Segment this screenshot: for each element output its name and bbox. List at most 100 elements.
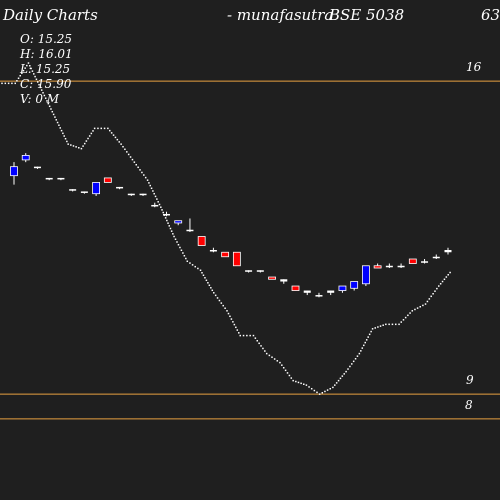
- line-dot: [174, 238, 177, 240]
- line-dot: [230, 318, 233, 320]
- line-dot: [422, 304, 424, 307]
- line-dot: [374, 327, 376, 329]
- line-dot: [282, 367, 285, 369]
- candle: [338, 285, 347, 293]
- line-dot: [252, 334, 255, 337]
- line-dot: [35, 78, 38, 81]
- line-dot: [160, 206, 162, 208]
- candle: [174, 220, 183, 226]
- line-dot: [124, 148, 126, 151]
- line-dot: [161, 209, 163, 211]
- line-dot: [158, 203, 161, 206]
- level-label: 8: [465, 398, 473, 412]
- line-dot: [88, 135, 91, 137]
- line-dot: [154, 195, 157, 198]
- line-dot: [260, 345, 262, 347]
- line-dot: [424, 303, 427, 305]
- line-dot: [110, 132, 113, 134]
- candle: [408, 258, 417, 264]
- candle: [327, 290, 335, 296]
- candle-body: [69, 189, 77, 191]
- line-dot: [180, 249, 183, 252]
- candle: [256, 270, 264, 273]
- line-dot: [365, 339, 368, 341]
- line-dot: [191, 264, 194, 266]
- candle: [209, 247, 217, 253]
- line-dot: [162, 211, 164, 214]
- candle: [45, 177, 53, 181]
- candle-body: [186, 229, 194, 232]
- line-dot: [4, 82, 7, 85]
- line-dot: [70, 144, 72, 146]
- line-dot: [201, 272, 203, 274]
- line-dot: [17, 77, 20, 80]
- line-dot: [172, 233, 174, 235]
- line-dot: [281, 364, 283, 366]
- line-dot: [449, 271, 451, 274]
- line-dot: [341, 375, 344, 377]
- line-dot: [143, 174, 145, 176]
- line-dot: [14, 82, 16, 85]
- candle: [103, 177, 112, 183]
- line-dot: [202, 274, 205, 277]
- candle: [116, 186, 124, 190]
- line-dot: [126, 151, 128, 153]
- level-label: 9: [466, 373, 474, 387]
- line-dot: [118, 141, 120, 143]
- candle-body: [280, 279, 288, 282]
- candle-body: [327, 290, 335, 293]
- line-dot: [179, 246, 181, 249]
- line-dot: [139, 169, 141, 171]
- line-dot: [31, 70, 34, 72]
- line-dot: [24, 67, 26, 69]
- line-dot: [78, 146, 80, 149]
- level-label: 16: [466, 60, 482, 74]
- line-dot: [80, 147, 83, 150]
- candle-body: [116, 186, 124, 189]
- line-dot: [199, 269, 202, 272]
- candle-body: [432, 256, 440, 259]
- line-dot: [239, 334, 241, 337]
- line-dot: [148, 182, 150, 184]
- line-dot: [361, 347, 364, 349]
- line-dot: [246, 334, 248, 337]
- line-dot: [235, 326, 237, 329]
- line-dot: [210, 287, 212, 289]
- line-dot: [83, 142, 86, 145]
- open-value: O: 15.25: [20, 32, 72, 46]
- line-dot: [443, 278, 446, 281]
- line-dot: [292, 379, 294, 382]
- line-dot: [107, 127, 109, 130]
- candle-body: [444, 250, 452, 253]
- candle: [80, 191, 88, 194]
- line-dot: [334, 384, 336, 386]
- line-dot: [339, 377, 342, 380]
- line-dot: [182, 252, 184, 254]
- line-dot: [428, 298, 431, 300]
- line-dot: [352, 360, 355, 363]
- line-dot: [58, 124, 60, 126]
- line-dot: [185, 257, 187, 260]
- candle-body: [268, 276, 276, 280]
- line-dot: [42, 92, 44, 94]
- site-title: - munafasutra: [227, 6, 333, 24]
- line-dot: [16, 80, 18, 82]
- line-dot: [112, 134, 115, 136]
- line-dot: [273, 358, 276, 360]
- line-dot: [54, 116, 56, 118]
- line-dot: [131, 158, 134, 161]
- line-dot: [64, 137, 67, 140]
- line-dot: [62, 132, 64, 135]
- candle-body: [151, 204, 159, 207]
- candle: [69, 189, 77, 192]
- line-dot: [358, 352, 361, 355]
- line-dot: [75, 146, 77, 148]
- symbol-title: BSE 5038: [328, 6, 404, 24]
- candle: [33, 166, 41, 169]
- line-dot: [220, 302, 223, 304]
- line-dot: [264, 350, 266, 352]
- line-dot: [82, 145, 84, 147]
- line-dot: [404, 316, 407, 319]
- candle: [232, 251, 241, 267]
